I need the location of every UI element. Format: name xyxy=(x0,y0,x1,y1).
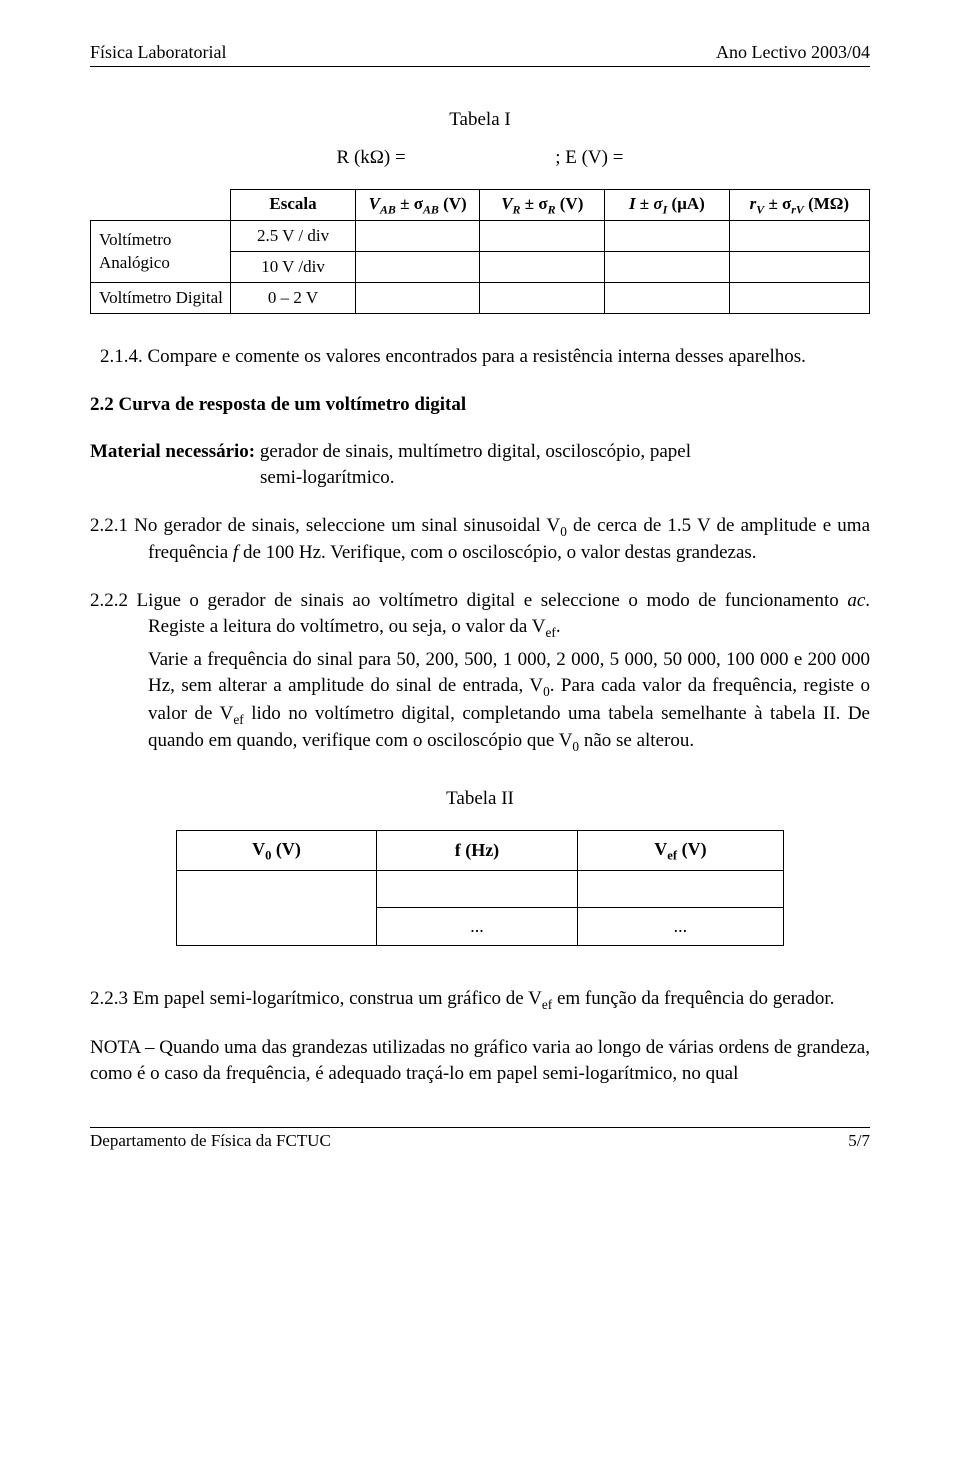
section-2-2-title: 2.2 Curva de resposta de um voltímetro d… xyxy=(90,392,870,418)
tabela2: V0 (V) f (Hz) Vef (V) ... ... xyxy=(176,830,784,946)
material-text-1: gerador de sinais, multímetro digital, o… xyxy=(255,441,691,462)
t2-col2: f (Hz) xyxy=(377,830,577,871)
row-analog-label: Voltímetro Analógico xyxy=(91,221,231,283)
p-2-2-3: 2.2.3 Em papel semi-logarítmico, constru… xyxy=(90,986,870,1014)
col-vab: VAB ± σAB (V) xyxy=(355,189,480,220)
col-escala: Escala xyxy=(231,189,356,220)
page-header: Física Laboratorial Ano Lectivo 2003/04 xyxy=(90,40,870,67)
t2-col3: Vef (V) xyxy=(577,830,784,871)
t2-col1: V0 (V) xyxy=(176,830,376,871)
header-right: Ano Lectivo 2003/04 xyxy=(716,40,870,64)
col-vr: VR ± σR (V) xyxy=(480,189,605,220)
row-analog-scale2: 10 V /div xyxy=(231,252,356,283)
page-footer: Departamento de Física da FCTUC 5/7 xyxy=(90,1127,870,1153)
header-left: Física Laboratorial xyxy=(90,40,226,64)
tabela1-row-digital: Voltímetro Digital 0 – 2 V xyxy=(91,283,870,314)
p-2-1-4: 2.1.4. Compare e comente os valores enco… xyxy=(90,344,870,370)
tabela1: Escala VAB ± σAB (V) VR ± σR (V) I ± σI … xyxy=(90,189,870,314)
footer-left: Departamento de Física da FCTUC xyxy=(90,1130,331,1153)
tabela1-header-row: Escala VAB ± σAB (V) VR ± σR (V) I ± σI … xyxy=(91,189,870,220)
tabela2-header: V0 (V) f (Hz) Vef (V) xyxy=(176,830,783,871)
rk-label: R (kΩ) = xyxy=(337,147,406,168)
row-digital-scale: 0 – 2 V xyxy=(231,283,356,314)
p-2-2-2-a: 2.2.2 Ligue o gerador de sinais ao voltí… xyxy=(90,588,870,641)
tabela1-row-analog-1: Voltímetro Analógico 2.5 V / div xyxy=(91,221,870,252)
page: Física Laboratorial Ano Lectivo 2003/04 … xyxy=(0,0,960,1462)
footer-right: 5/7 xyxy=(848,1130,870,1153)
col-rv: rV ± σrV (MΩ) xyxy=(729,189,869,220)
col-i: I ± σI (µA) xyxy=(605,189,730,220)
row-digital-label: Voltímetro Digital xyxy=(91,283,231,314)
tabela1-rk-line: R (kΩ) = ; E (V) = xyxy=(90,145,870,171)
material-line: Material necessário: gerador de sinais, … xyxy=(90,439,870,490)
p-2-2-2-b: Varie a frequência do sinal para 50, 200… xyxy=(90,647,870,756)
nota: NOTA – Quando uma das grandezas utilizad… xyxy=(90,1035,870,1086)
row-analog-scale1: 2.5 V / div xyxy=(231,221,356,252)
t2-dots-2: ... xyxy=(577,908,784,945)
tabela2-row-empty xyxy=(176,871,783,908)
p-2-2-1: 2.2.1 No gerador de sinais, seleccione u… xyxy=(90,513,870,566)
tabela2-title: Tabela II xyxy=(90,786,870,812)
e-label: ; E (V) = xyxy=(555,147,623,168)
tabela1-title: Tabela I xyxy=(90,107,870,133)
material-label: Material necessário: xyxy=(90,441,255,462)
material-text-2: semi-logarítmico. xyxy=(90,465,395,491)
t2-dots-1: ... xyxy=(377,908,577,945)
